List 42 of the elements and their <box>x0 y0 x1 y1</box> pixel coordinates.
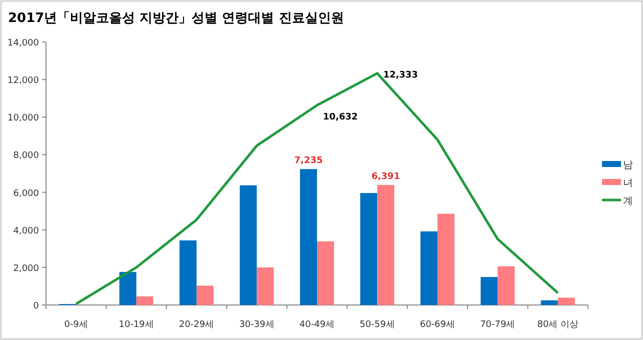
line-series <box>74 72 560 306</box>
y-tick-label: 4,000 <box>13 226 40 236</box>
bar <box>558 298 575 305</box>
bar <box>180 240 197 305</box>
legend-label: 남 <box>623 160 633 171</box>
bar <box>360 193 378 305</box>
data-label: 10,632 <box>323 112 358 122</box>
x-tick-label: 20-29세 <box>178 320 214 330</box>
bar <box>196 286 214 305</box>
data-label: 6,391 <box>371 172 400 182</box>
bar <box>420 231 438 305</box>
x-tick-label: 0-9세 <box>64 320 88 330</box>
y-tick-label: 14,000 <box>8 38 40 48</box>
bar <box>240 185 257 305</box>
y-tick-label: 6,000 <box>13 188 40 199</box>
bar <box>119 272 136 305</box>
title: 2017년「비알코올성 지방간」성별 연령대별 진료실인원 <box>8 11 344 26</box>
data-label: 12,333 <box>383 70 418 80</box>
bar <box>256 267 274 305</box>
bar <box>540 300 558 305</box>
x-tick-label: 70-79세 <box>480 320 516 330</box>
data-label: 7,235 <box>294 156 323 166</box>
x-tick-label: 40-49세 <box>299 320 335 330</box>
x-tick-label: 60-69세 <box>420 320 456 330</box>
bar <box>498 266 515 305</box>
y-tick-label: 12,000 <box>8 76 40 86</box>
x-tick-label: 50-59세 <box>360 320 395 330</box>
x-tick-label: 30-39세 <box>239 320 274 330</box>
x-tick-label: 10-19세 <box>118 320 154 330</box>
bar <box>317 241 334 305</box>
bar <box>377 184 394 305</box>
x-tick-label: 80세 이상 <box>537 320 579 330</box>
bar <box>480 277 498 305</box>
legend-label: 계 <box>623 196 633 207</box>
bar <box>437 214 454 305</box>
legend-label: 녀 <box>623 178 633 189</box>
bar <box>136 296 154 305</box>
bar <box>300 169 317 305</box>
y-tick-label: 0 <box>33 302 40 312</box>
y-tick-label: 2,000 <box>13 264 40 274</box>
y-tick-label: 10,000 <box>8 114 40 124</box>
y-tick-label: 8,000 <box>13 151 40 162</box>
